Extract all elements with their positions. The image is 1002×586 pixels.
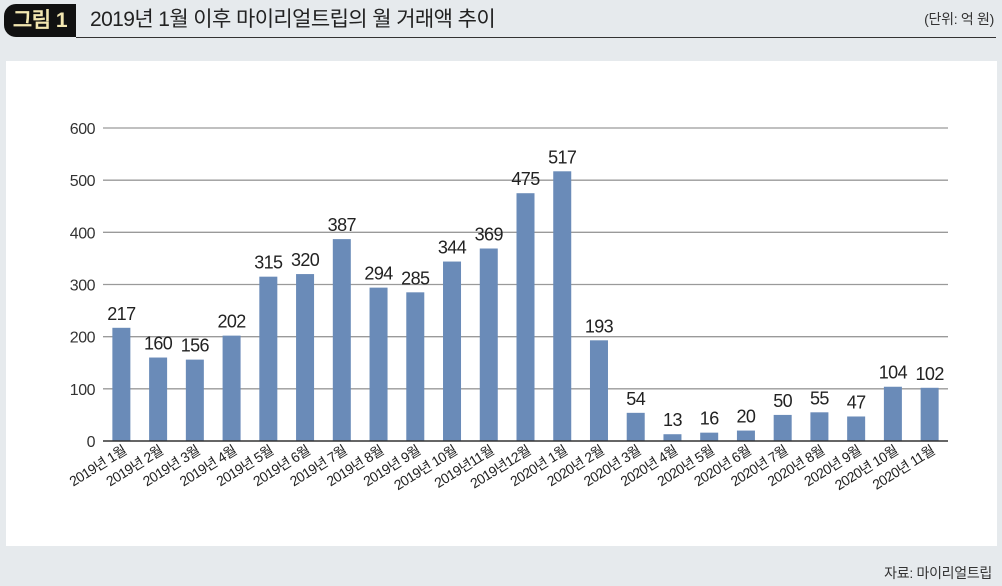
bar-value-label: 16 xyxy=(700,409,719,429)
bar-value-label: 217 xyxy=(107,304,136,324)
bar xyxy=(112,327,131,441)
chart-panel: 0 100 200 300 400 500 600 217 2019년 1월 160 2019년 2… xyxy=(6,61,997,546)
bar xyxy=(553,171,572,441)
bar-value-label: 54 xyxy=(626,389,645,409)
y-tick-label: 600 xyxy=(70,121,96,138)
bar xyxy=(516,193,535,441)
figure-label-badge: 그림 1 xyxy=(4,4,76,37)
bar xyxy=(883,386,902,441)
y-tick-label: 400 xyxy=(70,225,96,242)
y-tick-label: 500 xyxy=(70,173,96,190)
bar-value-label: 50 xyxy=(773,391,792,411)
bar xyxy=(369,287,388,441)
bar xyxy=(626,412,645,441)
bar xyxy=(810,412,829,441)
bar-value-label: 344 xyxy=(438,238,467,258)
bar-value-label: 294 xyxy=(364,264,393,284)
bar-value-label: 517 xyxy=(548,147,577,167)
chart-title: 2019년 1월 이후 마이리얼트립의 월 거래액 추이 xyxy=(90,8,496,31)
bar-value-label: 55 xyxy=(810,388,829,408)
bar xyxy=(589,340,608,441)
unit-label: (단위: 억 원) xyxy=(924,11,994,27)
bar xyxy=(700,432,719,441)
bar-value-label: 369 xyxy=(475,225,504,245)
bar xyxy=(920,387,939,441)
bar xyxy=(663,434,682,441)
bar-value-label: 193 xyxy=(585,316,614,336)
bar xyxy=(406,292,425,441)
y-tick-label: 100 xyxy=(70,382,96,399)
bar xyxy=(222,335,241,441)
bar xyxy=(332,239,351,441)
bar xyxy=(185,359,204,441)
bar-value-label: 320 xyxy=(291,250,320,270)
bar xyxy=(443,261,462,441)
bar-value-label: 156 xyxy=(181,336,210,356)
bar-value-label: 20 xyxy=(737,407,756,427)
bar xyxy=(259,276,278,441)
bar-value-label: 285 xyxy=(401,268,430,288)
bar-value-label: 47 xyxy=(847,392,866,412)
y-tick-label: 300 xyxy=(70,278,96,295)
bar-value-label: 104 xyxy=(879,363,908,383)
bar xyxy=(773,414,792,441)
bar xyxy=(479,248,498,441)
header-divider xyxy=(76,37,996,38)
bar-value-label: 160 xyxy=(144,334,173,354)
bar xyxy=(296,274,315,441)
bar xyxy=(736,430,755,441)
bar xyxy=(847,416,866,441)
bar xyxy=(149,357,168,441)
y-tick-label: 0 xyxy=(87,434,96,451)
bar-value-label: 315 xyxy=(254,253,283,273)
source-note: 자료: 마이리얼트립 xyxy=(884,565,992,581)
figure-header: 그림 1 2019년 1월 이후 마이리얼트립의 월 거래액 추이 (단위: 억… xyxy=(0,0,1002,40)
bar-value-label: 387 xyxy=(328,215,357,235)
bar-value-label: 102 xyxy=(916,364,945,384)
bar-value-label: 202 xyxy=(217,312,246,332)
y-tick-label: 200 xyxy=(70,330,96,347)
bar-value-label: 475 xyxy=(511,169,540,189)
bar-value-label: 13 xyxy=(663,410,682,430)
